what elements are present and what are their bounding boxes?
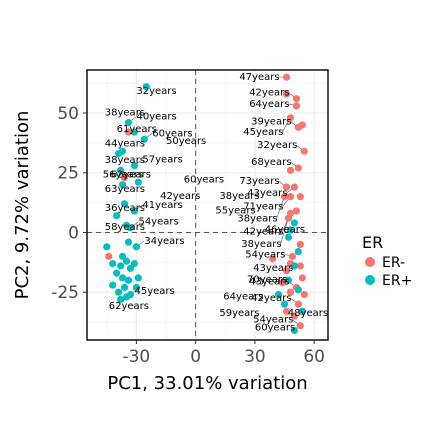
er-positive-point <box>295 248 302 255</box>
er-negative-point <box>297 193 304 200</box>
er-negative-point <box>105 253 112 260</box>
y-tick-label: 50 <box>57 104 79 124</box>
point-label: 38years <box>219 191 259 202</box>
point-label: 58years <box>105 222 145 233</box>
er-positive-point <box>127 265 134 272</box>
point-label: 43years <box>253 263 293 274</box>
x-tick-label: 30 <box>244 347 266 367</box>
point-label: 44years <box>105 138 145 149</box>
x-tick-label: 0 <box>190 347 201 367</box>
point-label: 54years <box>245 249 285 260</box>
point-label: 36years <box>105 203 145 214</box>
legend-er-negative-swatch <box>365 257 375 267</box>
point-label: 50years <box>166 136 206 147</box>
point-label: 73years <box>239 176 279 187</box>
point-label: 32years <box>136 86 176 97</box>
er-negative-point <box>291 183 298 190</box>
er-negative-point <box>295 301 302 308</box>
er-positive-point <box>117 262 124 269</box>
point-label: 56years <box>103 170 143 181</box>
er-negative-point <box>301 291 308 298</box>
point-label: 45years <box>135 286 175 297</box>
point-label: 38years <box>105 107 145 118</box>
er-negative-point <box>299 274 306 281</box>
legend-er-positive-swatch <box>365 275 375 285</box>
er-positive-point <box>125 238 132 245</box>
y-tick-label: 0 <box>68 223 79 243</box>
er-positive-point <box>133 243 140 250</box>
er-positive-point <box>103 243 110 250</box>
er-negative-point <box>293 95 300 102</box>
legend-er-positive-label: ER+ <box>382 273 412 289</box>
er-positive-point <box>109 281 116 288</box>
er-negative-point <box>293 102 300 109</box>
er-negative-point <box>289 253 296 260</box>
point-label: 63years <box>105 184 145 195</box>
er-negative-point <box>301 148 308 155</box>
legend: ER ER- ER+ <box>362 233 412 289</box>
point-label: 57years <box>142 155 182 166</box>
er-negative-point <box>283 74 290 81</box>
point-label: 55years <box>215 205 255 216</box>
point-label: 64years <box>249 99 289 110</box>
point-label: 46years <box>265 224 305 235</box>
er-positive-point <box>125 277 132 284</box>
point-label: 64years <box>223 291 263 302</box>
y-axis-title: PC2, 9.72% variation <box>12 111 33 300</box>
x-tick-label: -30 <box>122 347 150 367</box>
point-label: 62years <box>109 301 149 312</box>
point-label: 45years <box>243 127 283 138</box>
point-label: 60years <box>255 322 295 333</box>
er-negative-point <box>295 164 302 171</box>
x-axis-title: PC1, 33.01% variation <box>107 373 307 394</box>
point-label: 61years <box>117 124 157 135</box>
er-negative-point <box>299 121 306 128</box>
point-label: 34years <box>144 236 184 247</box>
point-label: 32years <box>257 140 297 151</box>
x-tick-label: 60 <box>303 347 325 367</box>
point-label: 39years <box>251 116 291 127</box>
y-tick-label: -25 <box>51 283 79 303</box>
y-tick-label: 25 <box>57 164 79 184</box>
legend-er-negative-label: ER- <box>382 255 405 271</box>
point-label: 60years <box>184 174 224 185</box>
er-positive-point <box>115 289 122 296</box>
er-positive-point <box>135 274 142 281</box>
er-positive-point <box>295 286 302 293</box>
er-positive-point <box>109 260 116 267</box>
er-negative-point <box>297 322 304 329</box>
er-negative-point <box>285 215 292 222</box>
er-positive-point <box>121 284 128 291</box>
point-label: 38years <box>105 155 145 166</box>
point-label: 42years <box>160 191 200 202</box>
point-label: 59years <box>219 308 259 319</box>
er-positive-point <box>123 258 130 265</box>
point-label: 42years <box>249 88 289 99</box>
point-label: 48years <box>288 308 328 319</box>
er-negative-point <box>297 241 304 248</box>
legend-title: ER <box>362 233 383 252</box>
point-label: 70years <box>247 275 287 286</box>
point-label: 47years <box>239 72 279 83</box>
er-positive-point <box>113 269 120 276</box>
point-label: 68years <box>251 157 291 168</box>
